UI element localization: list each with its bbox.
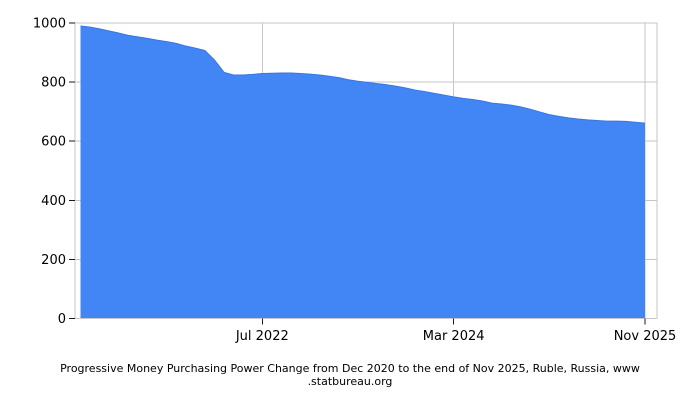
chart-title-line-1: Progressive Money Purchasing Power Chang… <box>60 362 640 375</box>
area-series <box>80 25 645 319</box>
y-tick-label: 200 <box>41 253 66 268</box>
area-top-line <box>80 25 646 124</box>
chart-title: Progressive Money Purchasing Power Chang… <box>0 362 700 388</box>
chart-title-line-2: .statbureau.org <box>307 374 393 388</box>
y-tick-label: 400 <box>41 194 66 209</box>
x-tick-label: Nov 2025 <box>614 329 677 344</box>
y-tick-label: 0 <box>58 312 66 327</box>
x-tick-label: Mar 2024 <box>423 329 485 344</box>
y-tick-label: 800 <box>41 76 66 91</box>
y-tick-label: 600 <box>41 135 66 150</box>
chart-svg: 0 200 400 600 800 1000 Jul 2022 Mar 2024 Nov 202… <box>33 17 677 345</box>
x-tick-label: Jul 2022 <box>235 329 289 344</box>
y-tick-label: 1000 <box>33 17 66 32</box>
